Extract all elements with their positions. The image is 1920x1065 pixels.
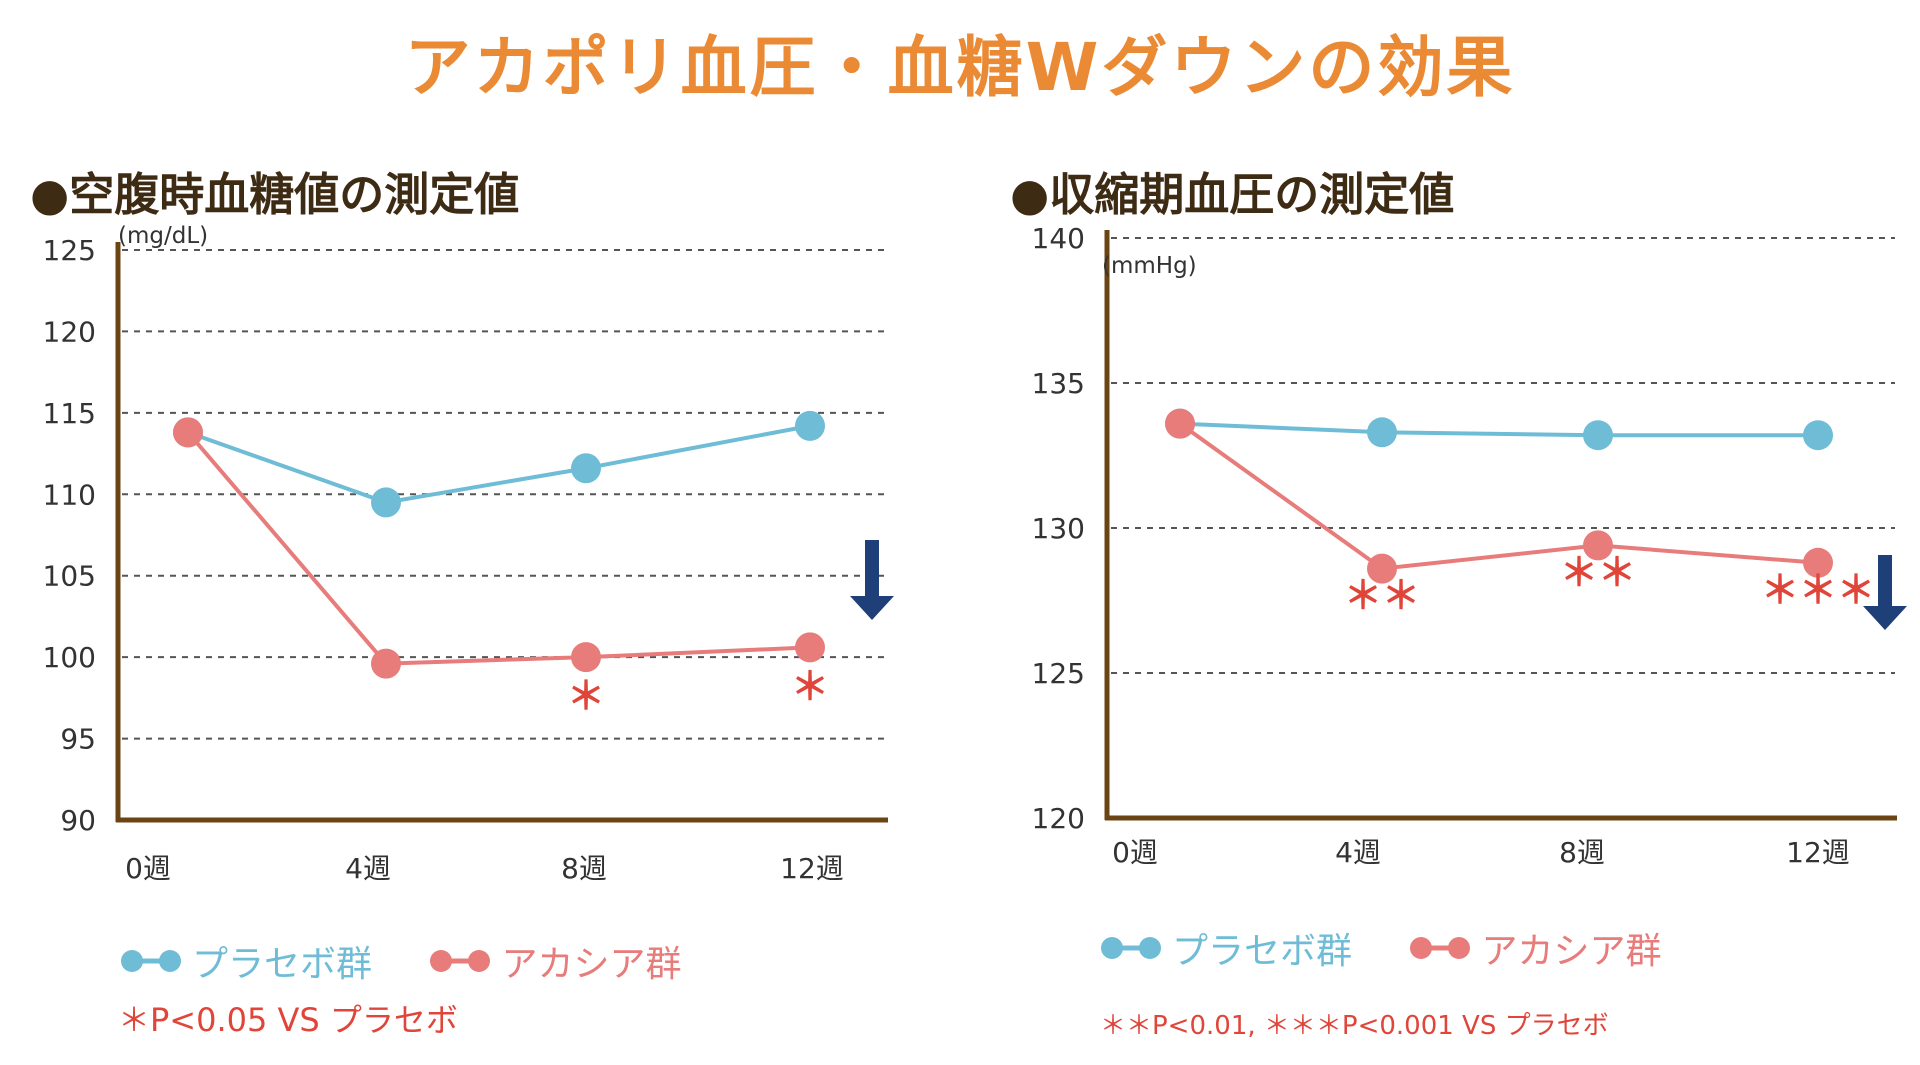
data-point-acacia bbox=[1803, 547, 1833, 578]
down-arrow-shaft bbox=[865, 540, 879, 598]
series-line-acacia bbox=[1178, 421, 1819, 571]
acacia-swatch-icon bbox=[430, 950, 491, 972]
placebo-swatch-dot-start bbox=[121, 950, 143, 972]
y-tick-label: 90 bbox=[60, 804, 96, 837]
acacia-swatch-dot-end bbox=[468, 950, 491, 972]
placebo-swatch-dot-end bbox=[159, 950, 181, 972]
acacia-swatch-dot-end bbox=[1448, 937, 1471, 959]
data-point-placebo bbox=[1583, 420, 1613, 451]
down-arrow-icon bbox=[850, 540, 894, 620]
x-tick-label: 4週 bbox=[345, 852, 391, 885]
legend-placebo-label: プラセボ群 bbox=[1172, 931, 1353, 972]
y-tick-label: 105 bbox=[43, 560, 96, 593]
placebo-swatch-dot-end bbox=[1139, 937, 1161, 959]
y-tick-label: 120 bbox=[43, 315, 96, 348]
data-point-placebo bbox=[1367, 417, 1397, 448]
data-point-placebo bbox=[371, 487, 401, 518]
data-point-placebo bbox=[1803, 420, 1833, 451]
x-tick-label: 0週 bbox=[125, 852, 171, 885]
data-point-placebo bbox=[571, 453, 601, 484]
placebo-swatch-dot-start bbox=[1101, 937, 1123, 959]
blood-glucose-title: ●空腹時血糖値の測定値 bbox=[30, 168, 520, 221]
blood-glucose-chart: 90 95 100 105 110 115 120 125 (mg/dL) 0週 4週 8週 12週 ＊ ＊ bbox=[43, 223, 894, 885]
data-point-acacia bbox=[1165, 408, 1195, 439]
legend-placebo: プラセボ群 bbox=[120, 935, 372, 987]
legend-acacia: アカシア群 bbox=[1409, 922, 1661, 974]
x-tick-label: 12週 bbox=[1786, 836, 1850, 869]
down-arrow-head bbox=[1863, 606, 1907, 630]
y-tick-label: 125 bbox=[1032, 657, 1085, 690]
legend-acacia-label: アカシア群 bbox=[1481, 931, 1662, 972]
y-tick-label: 135 bbox=[1032, 367, 1085, 400]
acacia-swatch-icon bbox=[1410, 937, 1471, 959]
placebo-swatch-icon bbox=[121, 950, 181, 972]
y-tick-label: 140 bbox=[1032, 222, 1085, 255]
acacia-swatch-dot-start bbox=[430, 950, 453, 972]
x-tick-label: 0週 bbox=[1112, 836, 1158, 869]
data-point-acacia bbox=[795, 632, 825, 663]
legend-placebo: プラセボ群 bbox=[1100, 922, 1352, 974]
series-line-placebo bbox=[1179, 421, 1818, 438]
legend-acacia: アカシア群 bbox=[429, 935, 681, 987]
acacia-swatch-dot-start bbox=[1410, 937, 1433, 959]
y-tick-label: 100 bbox=[43, 641, 96, 674]
significance-marker: ＊ bbox=[567, 674, 605, 718]
down-arrow-head bbox=[850, 596, 894, 620]
blood-glucose-legend: プラセボ群 アカシア群 bbox=[120, 935, 727, 987]
y-tick-label: 130 bbox=[1032, 512, 1085, 545]
data-point-placebo bbox=[795, 410, 825, 441]
data-point-acacia bbox=[1367, 553, 1397, 584]
main-title: アカポリ血圧・血糖Wダウンの効果 bbox=[404, 29, 1516, 106]
significance-marker: ＊＊ bbox=[1344, 574, 1420, 618]
y-tick-label: 95 bbox=[60, 723, 96, 756]
series-line-acacia bbox=[186, 431, 811, 666]
y-tick-label: 115 bbox=[43, 397, 96, 430]
unit-label: (mmHg) bbox=[1102, 253, 1197, 279]
y-tick-label: 125 bbox=[43, 234, 96, 267]
unit-label: (mg/dL) bbox=[118, 223, 208, 249]
significance-marker: ＊＊ bbox=[1560, 550, 1636, 594]
blood-pressure-panel: ●収縮期血圧の測定値 120 125 130 135 140 (mmHg) 0週 4週 8週 12… bbox=[960, 150, 1920, 1050]
placebo-swatch-icon bbox=[1101, 937, 1161, 959]
legend-placebo-label: プラセボ群 bbox=[192, 944, 373, 985]
blood-glucose-panel: ●空腹時血糖値の測定値 90 95 100 105 110 115 120 125 (mg/dL… bbox=[0, 150, 960, 1050]
significance-marker: ＊ bbox=[791, 664, 829, 708]
legend-acacia-label: アカシア群 bbox=[501, 944, 682, 985]
data-point-acacia bbox=[571, 642, 601, 673]
blood-pressure-legend: プラセボ群 アカシア群 bbox=[1100, 922, 1707, 974]
x-tick-label: 12週 bbox=[780, 852, 844, 885]
data-point-acacia bbox=[173, 417, 203, 448]
x-tick-label: 8週 bbox=[561, 852, 607, 885]
series-line-placebo bbox=[187, 423, 811, 505]
y-tick-label: 110 bbox=[43, 478, 96, 511]
blood-pressure-footnote: ＊＊P<0.01, ＊＊＊P<0.001 VS プラセボ bbox=[1100, 1011, 1609, 1041]
blood-pressure-title: ●収縮期血圧の測定値 bbox=[1010, 168, 1455, 221]
down-arrow-icon bbox=[1863, 555, 1907, 630]
x-tick-label: 8週 bbox=[1559, 836, 1605, 869]
significance-marker: ＊＊＊ bbox=[1761, 568, 1875, 612]
down-arrow-shaft bbox=[1878, 555, 1892, 608]
blood-glucose-footnote: ＊P<0.05 VS プラセボ bbox=[118, 1001, 458, 1039]
data-point-acacia bbox=[371, 648, 401, 679]
x-tick-label: 4週 bbox=[1335, 836, 1381, 869]
y-tick-label: 120 bbox=[1032, 802, 1085, 835]
data-point-acacia bbox=[1583, 530, 1613, 561]
